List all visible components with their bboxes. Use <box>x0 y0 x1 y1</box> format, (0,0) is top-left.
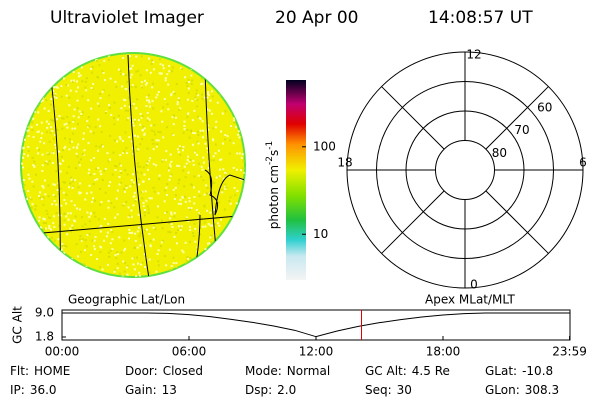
status-field: GLat: -10.8 <box>485 364 553 378</box>
field-label: GLon: <box>485 383 520 397</box>
field-label: Gain: <box>125 383 157 397</box>
field-value: 2.0 <box>277 383 296 397</box>
lat-label: 60 <box>537 100 552 114</box>
panel-title: Apex MLat/MLT <box>425 293 515 307</box>
field-value: 4.5 Re <box>412 364 450 378</box>
field-value: 13 <box>162 383 177 397</box>
field-value: Closed <box>163 364 203 378</box>
colorbar <box>286 80 306 280</box>
colorbar-label: photon cm-2s-1 <box>265 141 281 230</box>
status-field: Door: Closed <box>125 364 203 378</box>
status-field: Dsp: 2.0 <box>245 383 296 397</box>
colorbar-label-part: photon cm <box>267 165 281 229</box>
polar-spoke <box>381 86 445 150</box>
status-field: GLon: 308.3 <box>485 383 559 397</box>
date: 20 Apr 00 <box>275 8 358 28</box>
lat-label: 70 <box>514 123 529 137</box>
status-field: Flt: HOME <box>10 364 70 378</box>
mlt-label: 0 <box>470 278 478 292</box>
time: 14:08:57 UT <box>428 8 533 28</box>
x-tick-label: 06:00 <box>172 345 207 359</box>
field-label: Seq: <box>365 383 392 397</box>
polar-spoke <box>381 190 445 254</box>
field-value: -10.8 <box>522 364 553 378</box>
altitude-frame <box>61 309 571 341</box>
field-label: GLat: <box>485 364 517 378</box>
field-label: Dsp: <box>245 383 272 397</box>
panel-title: Geographic Lat/Lon <box>68 293 185 307</box>
polar-spoke <box>485 190 549 254</box>
field-label: Mode: <box>245 364 282 378</box>
field-label: Door: <box>125 364 158 378</box>
colorbar-tick-label: 100 <box>313 139 336 153</box>
mlt-label: 6 <box>579 156 587 170</box>
earth-image <box>20 52 246 278</box>
colorbar-tick-label: 10 <box>313 227 328 241</box>
x-tick-label: 23:59 <box>552 345 587 359</box>
field-value: 308.3 <box>525 383 559 397</box>
polar-ring <box>376 81 554 259</box>
polar-spoke <box>485 86 549 150</box>
status-field: IP: 36.0 <box>10 383 57 397</box>
field-label: Flt: <box>10 364 29 378</box>
status-field: Seq: 30 <box>365 383 412 397</box>
title: Ultraviolet Imager <box>50 8 204 28</box>
y-tick-label: 1.8 <box>35 330 54 344</box>
y-tick-label: 9.0 <box>35 306 54 320</box>
mlt-label: 18 <box>337 156 352 170</box>
field-value: Normal <box>287 364 330 378</box>
polar-ring <box>405 110 525 230</box>
colorbar-label-part: -2 <box>265 156 275 165</box>
y-axis-label: GC Alt <box>11 306 25 344</box>
status-field: GC Alt: 4.5 Re <box>365 364 450 378</box>
x-tick-label: 00:00 <box>45 345 80 359</box>
field-label: IP: <box>10 383 25 397</box>
field-label: GC Alt: <box>365 364 407 378</box>
polar-grid <box>346 51 584 289</box>
status-field: Gain: 13 <box>125 383 177 397</box>
lat-label: 80 <box>492 146 507 160</box>
mlt-label: 12 <box>466 48 481 62</box>
field-value: 36.0 <box>30 383 57 397</box>
polar-ring <box>435 140 495 200</box>
colorbar-label-part: s <box>267 150 281 156</box>
x-tick-label: 12:00 <box>299 345 334 359</box>
status-field: Mode: Normal <box>245 364 330 378</box>
x-tick-label: 18:00 <box>426 345 461 359</box>
colorbar-label-part: -1 <box>265 141 275 150</box>
altitude-line <box>62 312 570 338</box>
field-value: HOME <box>34 364 70 378</box>
field-value: 30 <box>397 383 412 397</box>
